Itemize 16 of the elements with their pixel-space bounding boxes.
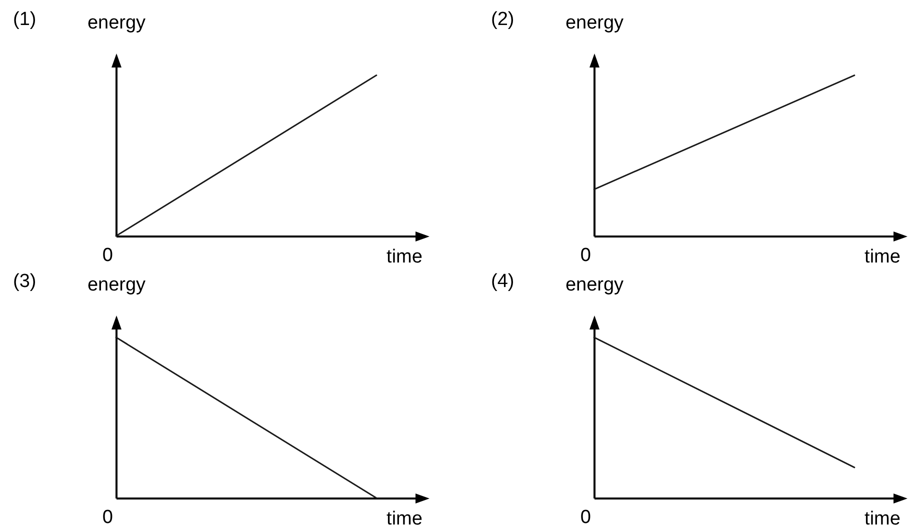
text: 0 — [102, 507, 113, 528]
x-axis-title: time — [864, 246, 900, 268]
text: 0 — [102, 245, 113, 266]
chart-title: (1) — [13, 9, 36, 30]
y-axis-title: energy — [87, 12, 146, 34]
x-axis-title: time — [386, 508, 422, 530]
chart-title: (4) — [491, 271, 514, 292]
text: 0 — [580, 245, 591, 266]
x-axis-title: time — [864, 508, 900, 530]
chart-title: (3) — [13, 271, 36, 292]
chart-title: (2) — [491, 9, 514, 30]
text: 0 — [580, 507, 591, 528]
y-axis-title: energy — [565, 274, 624, 296]
x-axis-title: time — [386, 246, 422, 268]
y-axis-title: energy — [565, 12, 624, 34]
y-axis-title: energy — [87, 274, 146, 296]
